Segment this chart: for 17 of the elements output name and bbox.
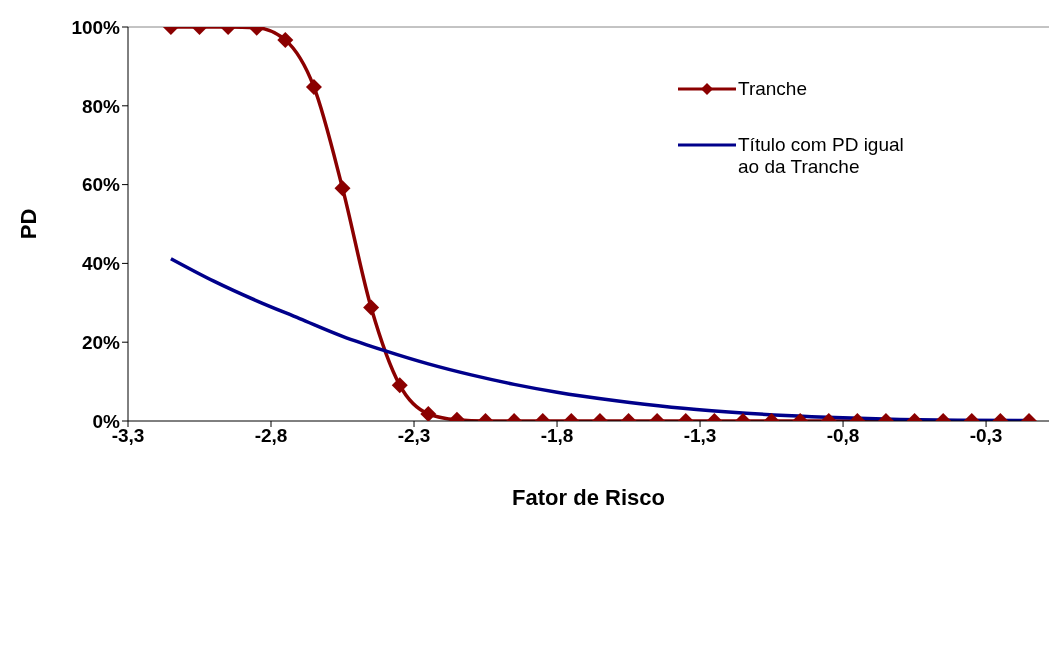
legend-label: Tranche [738, 78, 807, 100]
y-axis-title: PD [15, 208, 41, 240]
x-tick-label: -1,8 [540, 425, 574, 447]
y-tick-label: 20% [81, 331, 121, 353]
y-tick-label: 40% [81, 253, 121, 275]
y-tick-label: 100% [71, 16, 121, 38]
x-tick-label: -1,3 [683, 425, 717, 447]
x-tick-label: -2,8 [254, 425, 288, 447]
x-tick-label: -0,8 [826, 425, 860, 447]
x-tick-label: -0,3 [969, 425, 1003, 447]
x-axis-title: Fator de Risco [512, 484, 665, 510]
y-tick-label: 60% [81, 174, 121, 196]
point [334, 180, 351, 197]
x-tick-label: -2,3 [397, 425, 431, 447]
legend-label: Título com PD igual ao da Tranche [738, 134, 905, 178]
y-tick-label: 80% [81, 95, 121, 117]
point [363, 299, 380, 316]
